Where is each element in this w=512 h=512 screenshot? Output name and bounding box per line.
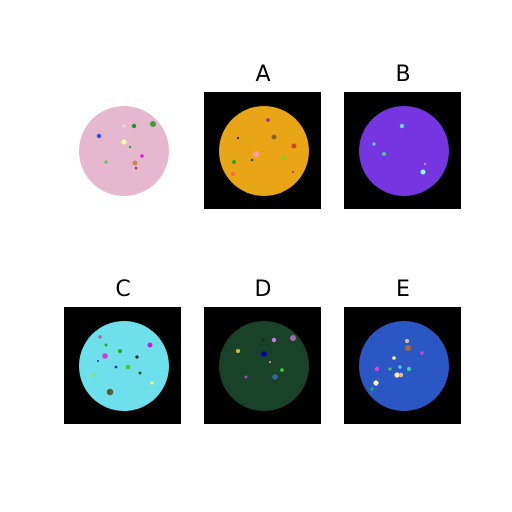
option-b-label: B: [395, 62, 411, 87]
option-d-disk-image: [204, 307, 321, 424]
option-c-label: C: [115, 277, 131, 302]
option-e-disk-image: [344, 307, 461, 424]
option-b-tile[interactable]: [344, 92, 461, 209]
option-d-label: D: [254, 277, 272, 302]
option-a-label: A: [255, 62, 271, 87]
option-c-tile[interactable]: [64, 307, 181, 424]
option-e-tile[interactable]: [344, 307, 461, 424]
option-b-disk-image: [344, 92, 461, 209]
reference-disk-image: [64, 92, 181, 209]
option-a-disk-image: [204, 92, 321, 209]
option-a-tile[interactable]: [204, 92, 321, 209]
option-d-tile[interactable]: [204, 307, 321, 424]
reference-tile[interactable]: [64, 92, 181, 209]
option-e-label: E: [396, 277, 410, 302]
option-c-disk-image: [64, 307, 181, 424]
